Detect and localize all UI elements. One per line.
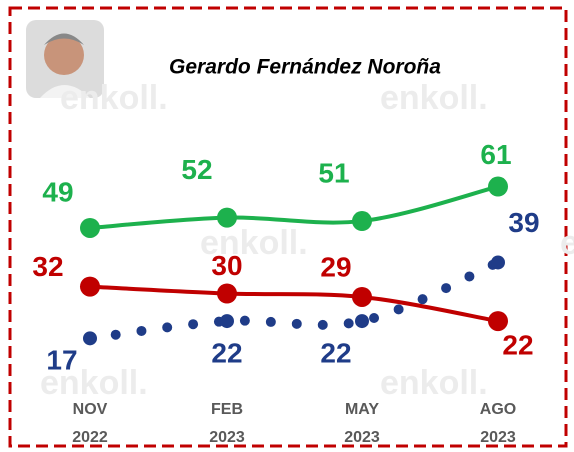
page: enkoll.enkoll.enkoll.enkoll.enkoll.enkol… xyxy=(0,0,574,452)
value-label: 39 xyxy=(508,207,539,238)
value-label: 22 xyxy=(211,337,242,368)
watermark: enkoll. xyxy=(60,79,168,117)
point xyxy=(80,277,100,297)
point xyxy=(80,218,100,238)
x-tick-label: NOV 2022 xyxy=(60,396,120,452)
x-tick-label: MAY 2023 xyxy=(332,396,392,452)
point xyxy=(220,314,234,328)
point xyxy=(488,311,508,331)
chart-title: Gerardo Fernández Noroña xyxy=(169,56,441,79)
point xyxy=(217,284,237,304)
value-label: 29 xyxy=(320,251,351,282)
point xyxy=(217,208,237,228)
watermark: enkoll. xyxy=(380,79,488,117)
chart: enkoll.enkoll.enkoll.enkoll.enkoll.enkol… xyxy=(0,0,574,452)
value-label: 30 xyxy=(211,250,242,281)
point xyxy=(488,177,508,197)
point xyxy=(352,211,372,231)
x-tick-label: AGO 2023 xyxy=(468,396,528,452)
point xyxy=(355,314,369,328)
watermark: enkoll. xyxy=(560,224,574,262)
x-tick-label: FEB 2023 xyxy=(197,396,257,452)
series-line xyxy=(90,262,498,338)
point xyxy=(491,255,505,269)
point xyxy=(83,331,97,345)
value-label: 32 xyxy=(32,251,63,282)
value-label: 51 xyxy=(318,157,349,188)
value-label: 22 xyxy=(502,329,533,360)
value-label: 49 xyxy=(42,176,73,207)
series-line xyxy=(90,287,498,322)
value-label: 17 xyxy=(46,345,77,376)
value-label: 61 xyxy=(480,139,511,170)
point xyxy=(352,287,372,307)
value-label: 22 xyxy=(320,337,351,368)
value-label: 52 xyxy=(181,154,212,185)
series-line xyxy=(90,187,498,228)
